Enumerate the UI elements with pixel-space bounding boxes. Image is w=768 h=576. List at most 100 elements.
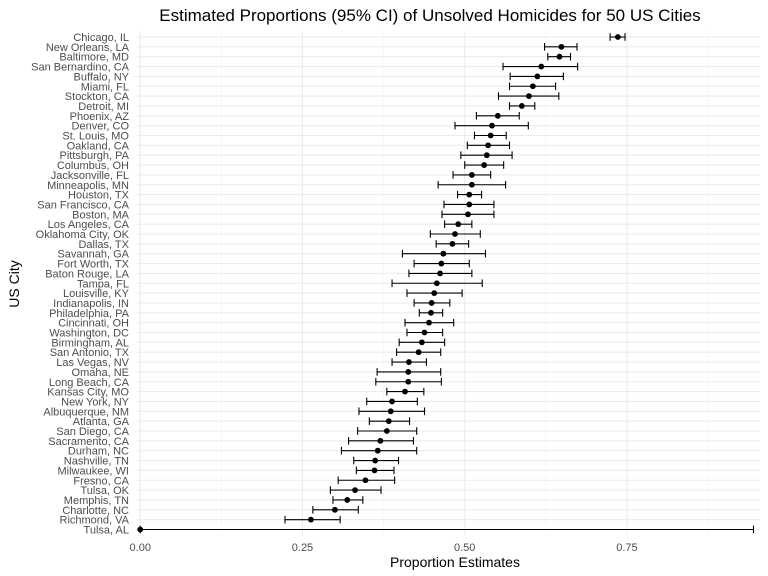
x-axis-title: Proportion Estimates — [390, 554, 520, 570]
city-estimate — [508, 102, 536, 110]
y-tick-label: Minneapolis, MN — [47, 180, 129, 192]
y-tick-label: Tulsa, OK — [81, 485, 130, 497]
y-tick-label: Boston, MA — [72, 209, 130, 221]
city-estimate — [391, 279, 483, 288]
estimate-point — [344, 497, 351, 503]
y-tick-label: Baton Rouge, LA — [45, 268, 129, 280]
city-estimate — [391, 358, 427, 366]
city-estimate — [413, 299, 451, 307]
estimate-point — [372, 457, 379, 464]
y-tick-label: Cincinnati, OH — [58, 318, 129, 330]
city-estimate — [454, 121, 529, 130]
estimate-point — [468, 181, 475, 188]
estimate-point — [494, 112, 501, 119]
y-tick-label: Durham, NC — [68, 446, 129, 458]
city-estimate — [457, 190, 483, 199]
y-tick-label: Oakland, CA — [67, 140, 130, 152]
estimate-point — [558, 43, 565, 50]
estimate-point — [483, 152, 490, 159]
estimate-point — [406, 359, 412, 365]
estimate-point — [308, 516, 314, 523]
estimate-point — [374, 447, 381, 454]
city-estimate — [340, 446, 418, 455]
estimate-point — [387, 408, 394, 415]
y-tick-label: San Diego, CA — [56, 426, 129, 438]
y-tick-label: Las Vegas, NV — [56, 357, 129, 369]
city-estimate — [441, 210, 495, 219]
y-tick-label: New York, NY — [61, 396, 130, 408]
city-estimate — [337, 476, 396, 485]
city-estimate — [452, 171, 492, 179]
city-estimate — [401, 249, 487, 258]
estimate-point — [426, 319, 432, 326]
y-tick-label: New Orleans, LA — [46, 42, 130, 54]
city-estimate — [358, 407, 426, 416]
city-estimate — [429, 230, 481, 238]
estimate-point — [415, 349, 422, 356]
y-tick-label: Jacksonville, FL — [51, 170, 129, 182]
city-estimate — [375, 377, 442, 386]
city-estimate — [396, 348, 442, 356]
y-tick-label: Omaha, NE — [72, 367, 129, 379]
y-tick-label: Savannah, GA — [57, 249, 129, 261]
estimate-point — [440, 250, 447, 257]
y-tick-label: Nashville, TN — [64, 456, 129, 468]
city-estimate — [376, 368, 442, 376]
estimate-point — [377, 437, 384, 444]
estimate-point — [428, 300, 435, 306]
y-tick-label: St. Louis, MO — [62, 131, 129, 143]
y-tick-label: San Francisco, CA — [37, 199, 129, 211]
city-estimate — [609, 33, 626, 41]
city-estimate — [508, 82, 557, 91]
city-estimate — [464, 161, 505, 169]
city-estimate — [137, 525, 755, 534]
estimate-point — [332, 506, 338, 513]
estimate-point — [418, 339, 425, 346]
y-tick-label: Los Angeles, CA — [48, 219, 130, 231]
y-tick-label: Dallas, TX — [78, 239, 129, 251]
city-estimate — [502, 62, 579, 71]
estimate-point — [518, 103, 525, 109]
estimate-point — [489, 122, 495, 129]
y-tick-label: Birmingham, AL — [51, 337, 129, 349]
y-tick-label: Buffalo, NY — [74, 71, 130, 83]
estimate-point — [428, 309, 434, 316]
city-estimate — [509, 72, 564, 81]
estimate-point — [421, 329, 428, 336]
city-estimate — [497, 92, 560, 100]
y-tick-label: Charlotte, NC — [62, 505, 129, 517]
city-estimate — [435, 240, 470, 248]
estimate-point — [466, 201, 473, 208]
y-tick-label: Atlanta, GA — [73, 416, 130, 428]
y-tick-label: Richmond, VA — [60, 515, 130, 527]
y-tick-label: Stockton, CA — [65, 91, 130, 103]
y-tick-label: Kansas City, MO — [47, 387, 129, 399]
city-estimate — [437, 180, 507, 189]
estimate-point — [371, 467, 378, 474]
grid-layer — [137, 31, 760, 535]
estimate-point — [402, 388, 408, 395]
city-estimate — [329, 486, 382, 494]
estimate-point — [452, 231, 458, 237]
estimate-point — [465, 211, 471, 218]
city-estimate — [332, 496, 364, 504]
y-tick-label: Washington, DC — [49, 328, 129, 340]
estimate-point — [431, 290, 438, 296]
y-tick-label: Miami, FL — [81, 81, 129, 93]
y-tick-label: Chicago, IL — [73, 32, 129, 44]
estimate-point — [538, 63, 545, 70]
estimate-point — [466, 191, 473, 198]
y-tick-label: Baltimore, MD — [59, 52, 129, 64]
city-estimate — [357, 427, 418, 435]
estimate-point — [556, 53, 563, 60]
city-estimate — [404, 318, 455, 327]
estimate-point — [526, 93, 532, 99]
y-tick-label: Houston, TX — [68, 190, 130, 202]
city-estimate — [406, 328, 444, 337]
y-tick-label: Sacramento, CA — [48, 436, 129, 448]
y-tick-label: Oklahoma City, OK — [36, 229, 130, 241]
city-estimate — [466, 141, 511, 150]
x-tick-label: 0.00 — [130, 542, 151, 554]
